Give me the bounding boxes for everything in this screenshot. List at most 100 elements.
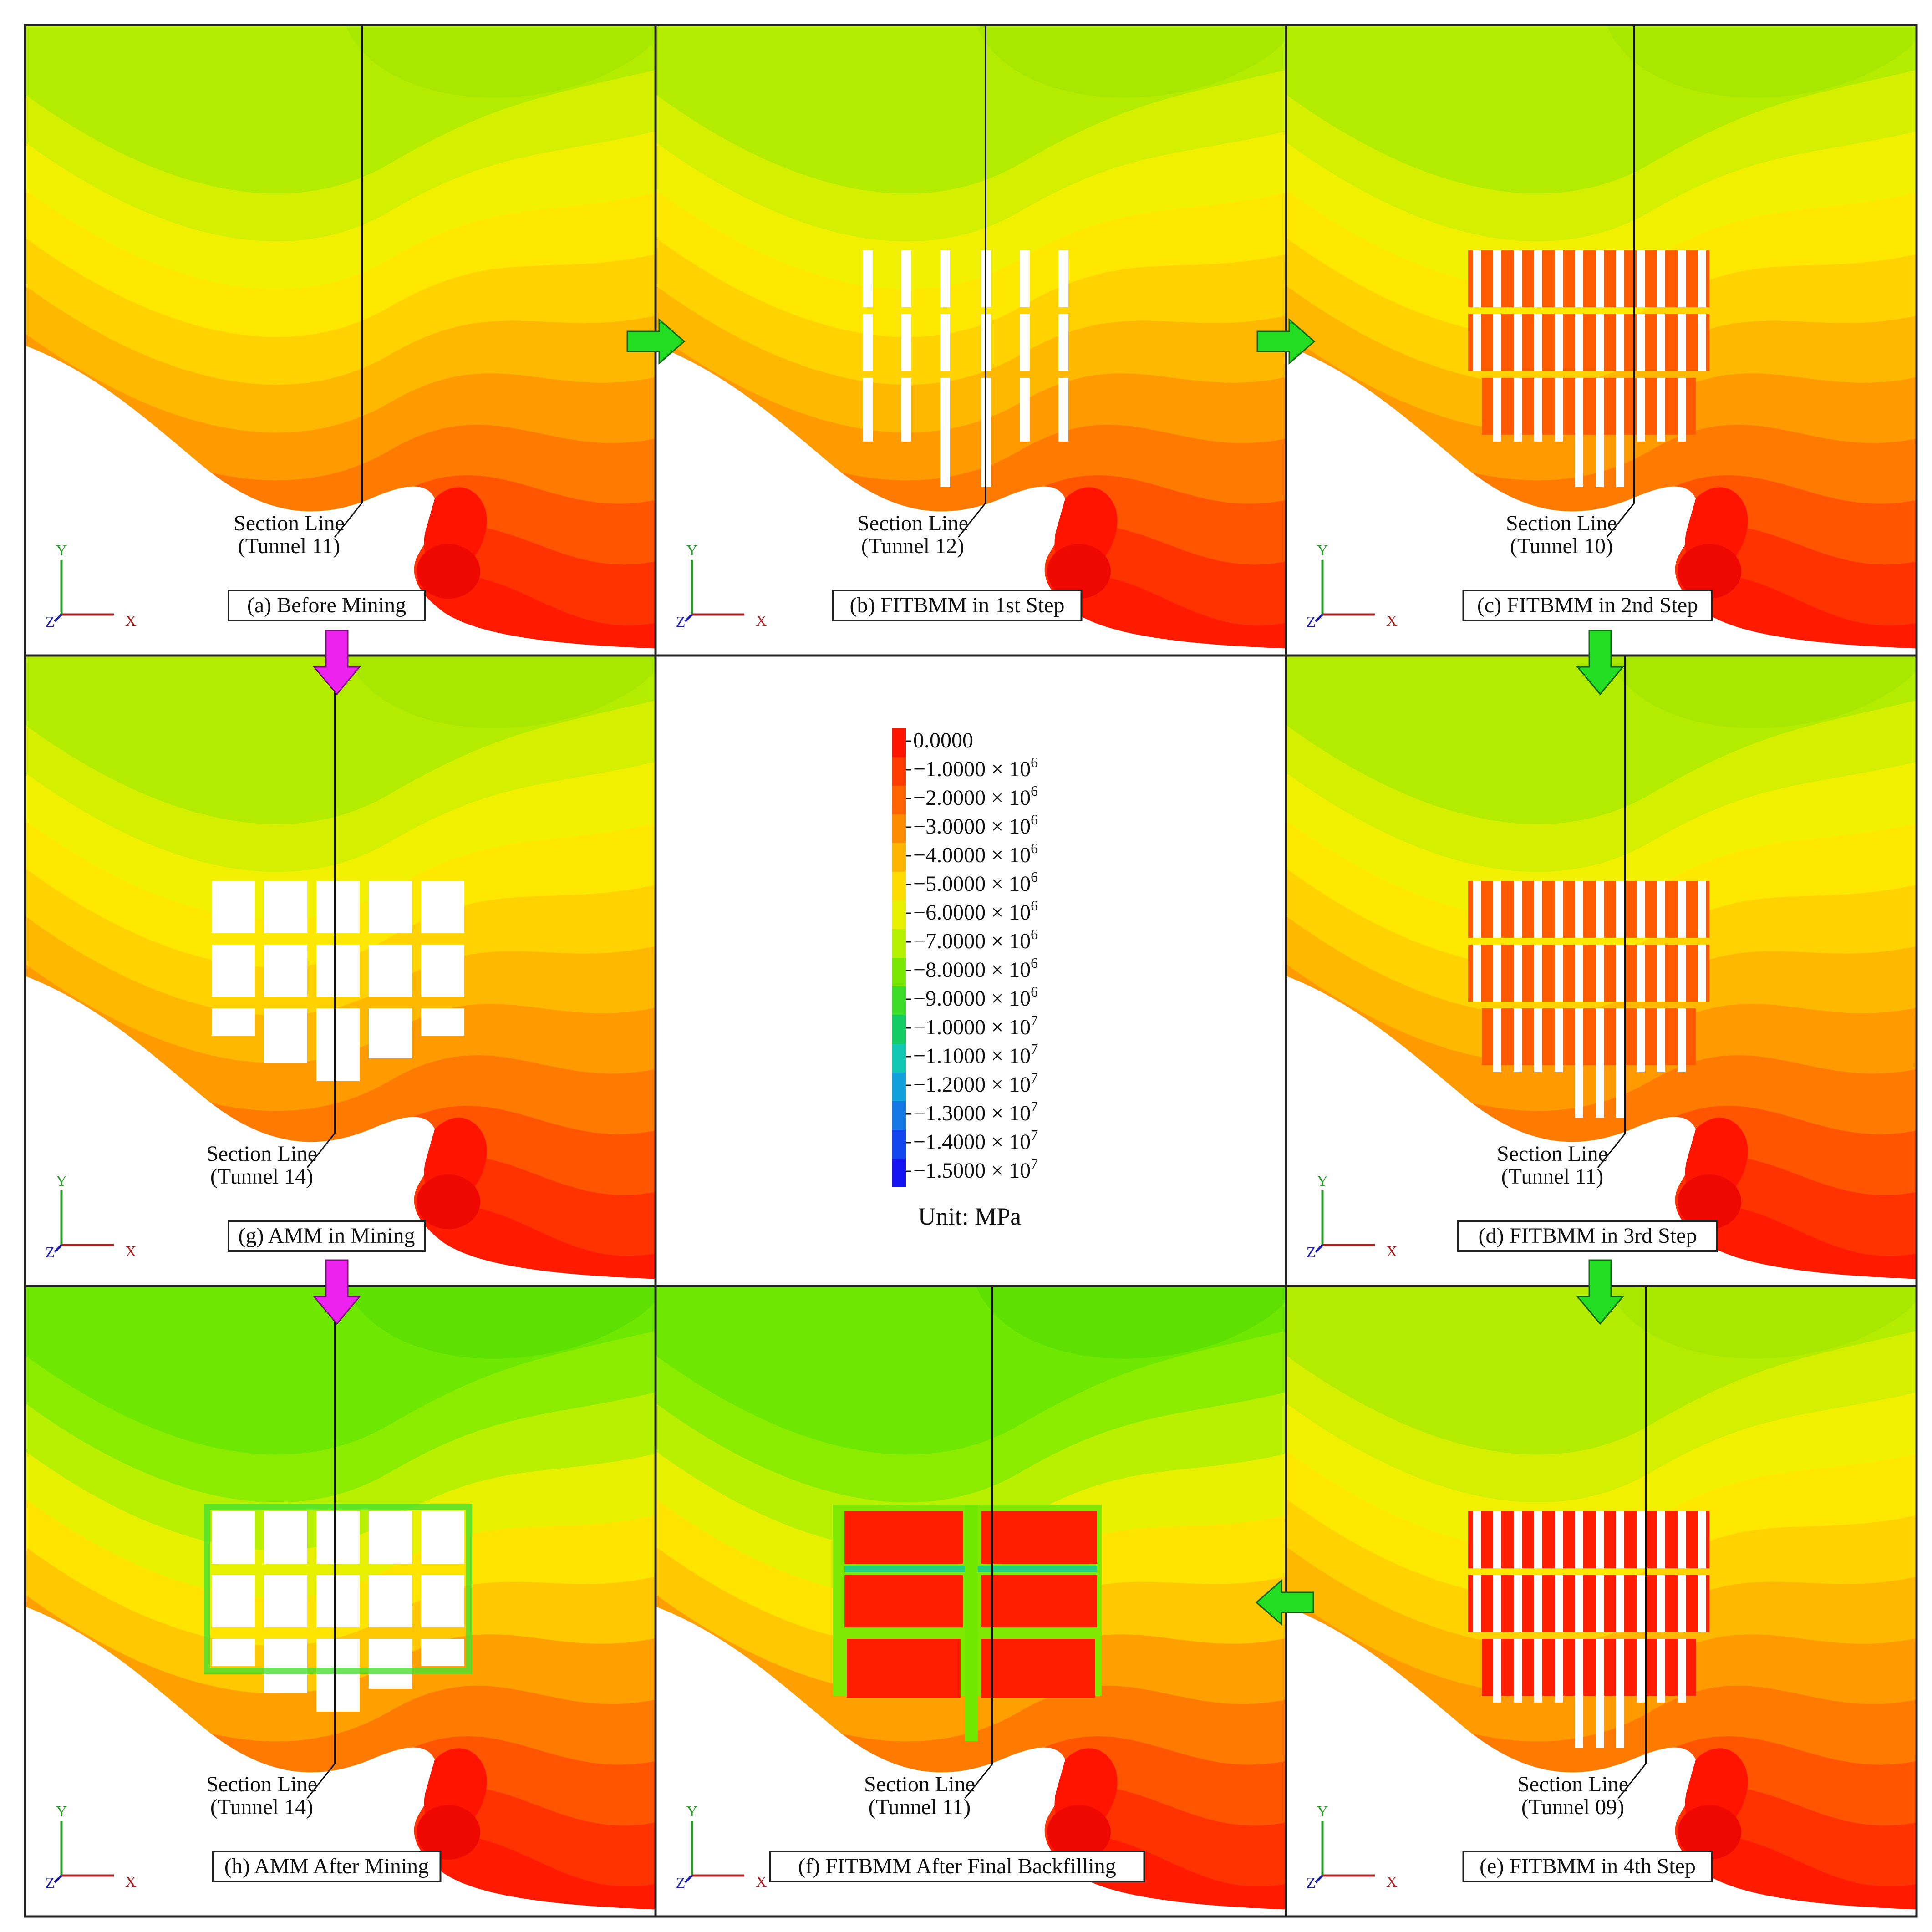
opening <box>369 1008 412 1058</box>
void-region <box>1286 1606 1917 1917</box>
opening <box>1698 1575 1706 1632</box>
opening <box>1616 1575 1624 1632</box>
tunnel-label: (Tunnel 11) <box>869 1795 971 1819</box>
opening <box>1555 1511 1563 1568</box>
opening <box>212 1008 255 1036</box>
opening <box>369 945 412 997</box>
opening <box>1657 1511 1665 1568</box>
void-region <box>1286 976 1917 1286</box>
panel-caption-text: (g) AMM in Mining <box>238 1224 415 1248</box>
tunnel-label: (Tunnel 11) <box>238 534 340 558</box>
legend-swatch <box>892 958 906 986</box>
panel-caption-text: (d) FITBMM in 3rd Step <box>1479 1224 1697 1248</box>
section-label: Section Line <box>864 1772 975 1796</box>
opening <box>1514 1575 1522 1632</box>
legend-label: −1.5000 × 107 <box>913 1155 1038 1183</box>
axis-z-label: Z <box>676 1875 686 1891</box>
opening <box>1058 314 1068 371</box>
legend-swatch <box>892 786 906 814</box>
opening <box>1555 1008 1563 1072</box>
void-region <box>25 1606 656 1917</box>
opening <box>1616 945 1624 1002</box>
axis-x-label: X <box>125 1243 137 1260</box>
opening <box>1637 1575 1645 1632</box>
panel-a: Section Line(Tunnel 11) Y X Z (a) Before Min… <box>24 24 657 657</box>
legend-swatch <box>892 1015 906 1044</box>
panel-caption: (g) AMM in Mining <box>228 1220 426 1252</box>
void-region <box>25 976 656 1286</box>
section-label: Section Line <box>206 1142 317 1166</box>
legend-swatch <box>892 1130 906 1159</box>
opening <box>1698 945 1706 1002</box>
stress-band <box>1047 544 1111 599</box>
mine-openings <box>204 1504 472 1712</box>
opening <box>212 1575 255 1627</box>
mine-openings <box>1468 250 1709 487</box>
opening <box>940 378 950 487</box>
opening <box>1575 250 1583 307</box>
opening <box>1637 378 1645 442</box>
opening <box>1468 1511 1709 1568</box>
opening <box>1596 945 1604 1002</box>
section-leader <box>306 1764 336 1799</box>
legend-swatch <box>892 1044 906 1073</box>
opening <box>1493 1639 1501 1703</box>
opening <box>1468 314 1709 371</box>
section-leader <box>957 503 986 538</box>
panel-caption-text: (a) Before Mining <box>247 593 406 617</box>
void-region <box>25 345 656 656</box>
opening <box>264 945 307 997</box>
stress-band <box>1678 1805 1741 1860</box>
opening <box>1637 314 1645 371</box>
opening <box>1657 314 1665 371</box>
opening <box>1575 1575 1583 1632</box>
opening <box>1678 945 1686 1002</box>
legend-swatch <box>892 1073 906 1101</box>
opening <box>1657 881 1665 938</box>
legend-label: −9.0000 × 106 <box>913 983 1038 1011</box>
axis-y-label: Y <box>1317 1803 1328 1820</box>
opening <box>316 1639 360 1712</box>
opening <box>1616 250 1624 307</box>
void-region <box>656 345 1286 656</box>
opening <box>1468 1575 1709 1632</box>
opening <box>421 1511 464 1564</box>
section-label: Section Line <box>1506 511 1617 535</box>
opening <box>1534 1008 1542 1072</box>
opening <box>421 1639 464 1666</box>
section-label: Section Line <box>1517 1772 1628 1796</box>
panel-caption-text: (h) AMM After Mining <box>224 1854 429 1878</box>
opening <box>264 1008 307 1063</box>
section-leader <box>1597 1133 1626 1168</box>
axis-triad: Y X Z <box>676 542 767 630</box>
opening <box>1493 1008 1501 1072</box>
legend-frame <box>654 654 1287 1287</box>
legend-label: −2.0000 × 106 <box>913 783 1038 810</box>
opening <box>1534 1639 1542 1703</box>
axis-x-label: X <box>125 613 137 630</box>
panel-caption: (f) FITBMM After Final Backfilling <box>769 1851 1145 1882</box>
opening <box>1468 945 1709 1002</box>
axis-triad: Y X Z <box>1307 542 1398 630</box>
opening <box>1637 1511 1645 1568</box>
opening <box>212 1511 255 1564</box>
panel-caption-text: (c) FITBMM in 2nd Step <box>1477 593 1698 617</box>
opening <box>1698 314 1706 371</box>
legend-unit: Unit: MPa <box>918 1203 1022 1230</box>
opening <box>1493 378 1501 442</box>
section-label: Section Line <box>206 1772 317 1796</box>
stress-legend: 0.0000−1.0000 × 106−2.0000 × 106−3.0000 … <box>654 654 1287 1287</box>
opening <box>1596 378 1604 487</box>
opening <box>264 1575 307 1627</box>
legend-label: −8.0000 × 106 <box>913 955 1038 982</box>
opening <box>1575 1639 1583 1748</box>
legend-label: 0.0000 <box>913 728 973 752</box>
opening <box>369 1575 412 1627</box>
panel-caption: (d) FITBMM in 3rd Step <box>1457 1220 1718 1252</box>
opening <box>1555 314 1563 371</box>
opening <box>1678 881 1686 938</box>
legend-swatch <box>892 986 906 1015</box>
panel-caption-text: (e) FITBMM in 4th Step <box>1480 1854 1696 1878</box>
axis-y-label: Y <box>1317 1173 1328 1190</box>
opening <box>981 1575 1097 1627</box>
